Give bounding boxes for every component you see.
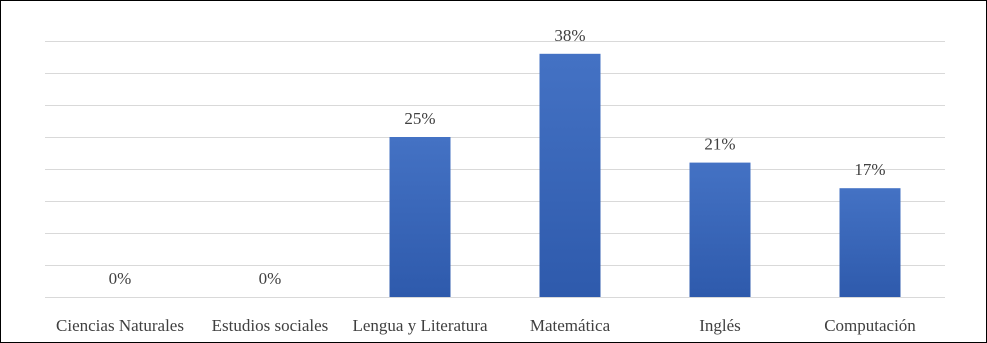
x-tick-label-1: Ciencias Naturales	[56, 316, 184, 335]
x-tick-label-6: Computación	[824, 316, 916, 335]
data-label-4: 38%	[554, 26, 585, 45]
x-tick-label-5: Inglés	[699, 316, 741, 335]
data-label-1: 0%	[109, 269, 132, 288]
x-tick-label-2: Estudios sociales	[212, 316, 329, 335]
bar-6	[839, 188, 901, 297]
data-labels: 0% 0% 25% 38% 21% 17%	[109, 26, 886, 288]
bars	[389, 53, 901, 297]
data-label-3: 25%	[404, 109, 435, 128]
bar-4	[539, 53, 601, 297]
bar-5	[689, 162, 751, 297]
data-label-6: 17%	[854, 160, 885, 179]
bar-3	[389, 137, 451, 297]
data-label-5: 21%	[704, 135, 735, 154]
x-tick-label-3: Lengua y Literatura	[353, 316, 488, 335]
data-label-2: 0%	[259, 269, 282, 288]
x-axis-tick-labels: Ciencias Naturales Estudios sociales Lengu…	[56, 316, 916, 335]
gridlines	[45, 41, 945, 298]
x-tick-label-4: Matemática	[530, 316, 611, 335]
